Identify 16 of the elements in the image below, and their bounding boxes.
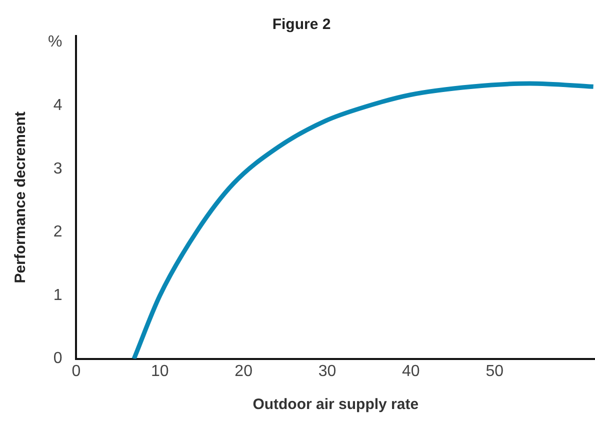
y-tick-label: % xyxy=(48,34,62,51)
x-tick-label: 10 xyxy=(151,362,169,380)
y-tick-label: 3 xyxy=(53,160,62,178)
y-axis-title: Performance decrement xyxy=(12,112,30,284)
x-axis-title: Outdoor air supply rate xyxy=(252,396,419,414)
y-tick-label: 1 xyxy=(53,286,62,304)
x-tick-label: 0 xyxy=(72,362,81,380)
line-series xyxy=(132,81,595,359)
x-tick-label: 50 xyxy=(486,362,504,380)
x-tick-label: 40 xyxy=(402,362,420,380)
y-tick-label: 4 xyxy=(53,97,62,114)
y-tick-label: 0 xyxy=(53,350,62,368)
chart-title: Figure 2 xyxy=(272,16,331,34)
x-tick-label: 30 xyxy=(318,362,336,380)
y-tick-label: 2 xyxy=(53,224,62,241)
x-tick-label: 20 xyxy=(234,362,253,380)
